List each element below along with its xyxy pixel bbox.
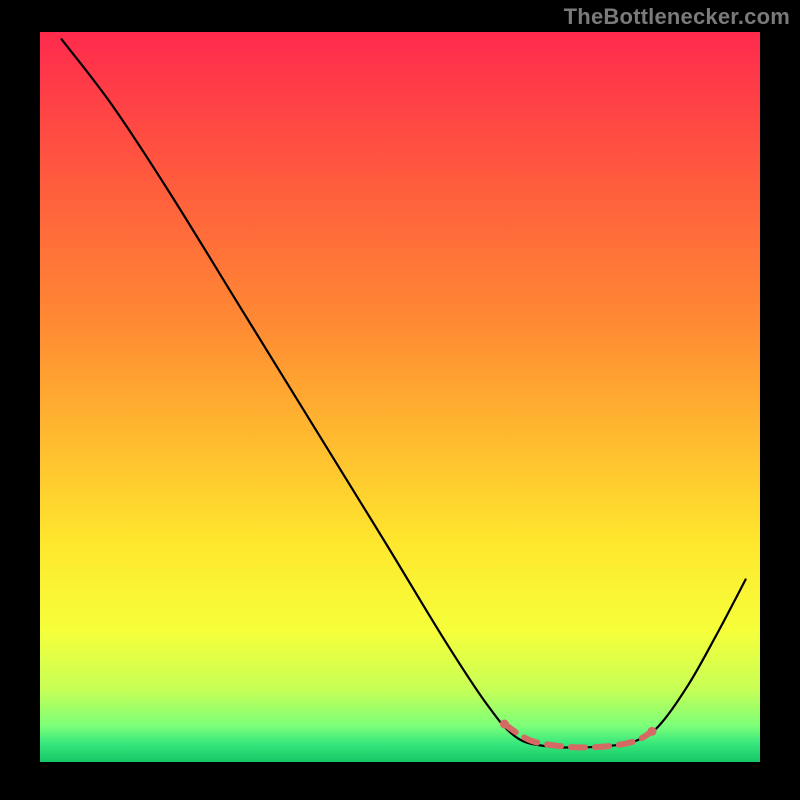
highlight-start-dot bbox=[500, 720, 509, 729]
highlight-segment bbox=[504, 724, 652, 747]
plot-frame bbox=[40, 32, 760, 762]
highlight-end-dot bbox=[648, 727, 657, 736]
chart-container: TheBottlenecker.com bbox=[0, 0, 800, 800]
curve-layer bbox=[40, 32, 760, 762]
main-curve bbox=[62, 39, 746, 747]
attribution-text: TheBottlenecker.com bbox=[564, 4, 790, 30]
